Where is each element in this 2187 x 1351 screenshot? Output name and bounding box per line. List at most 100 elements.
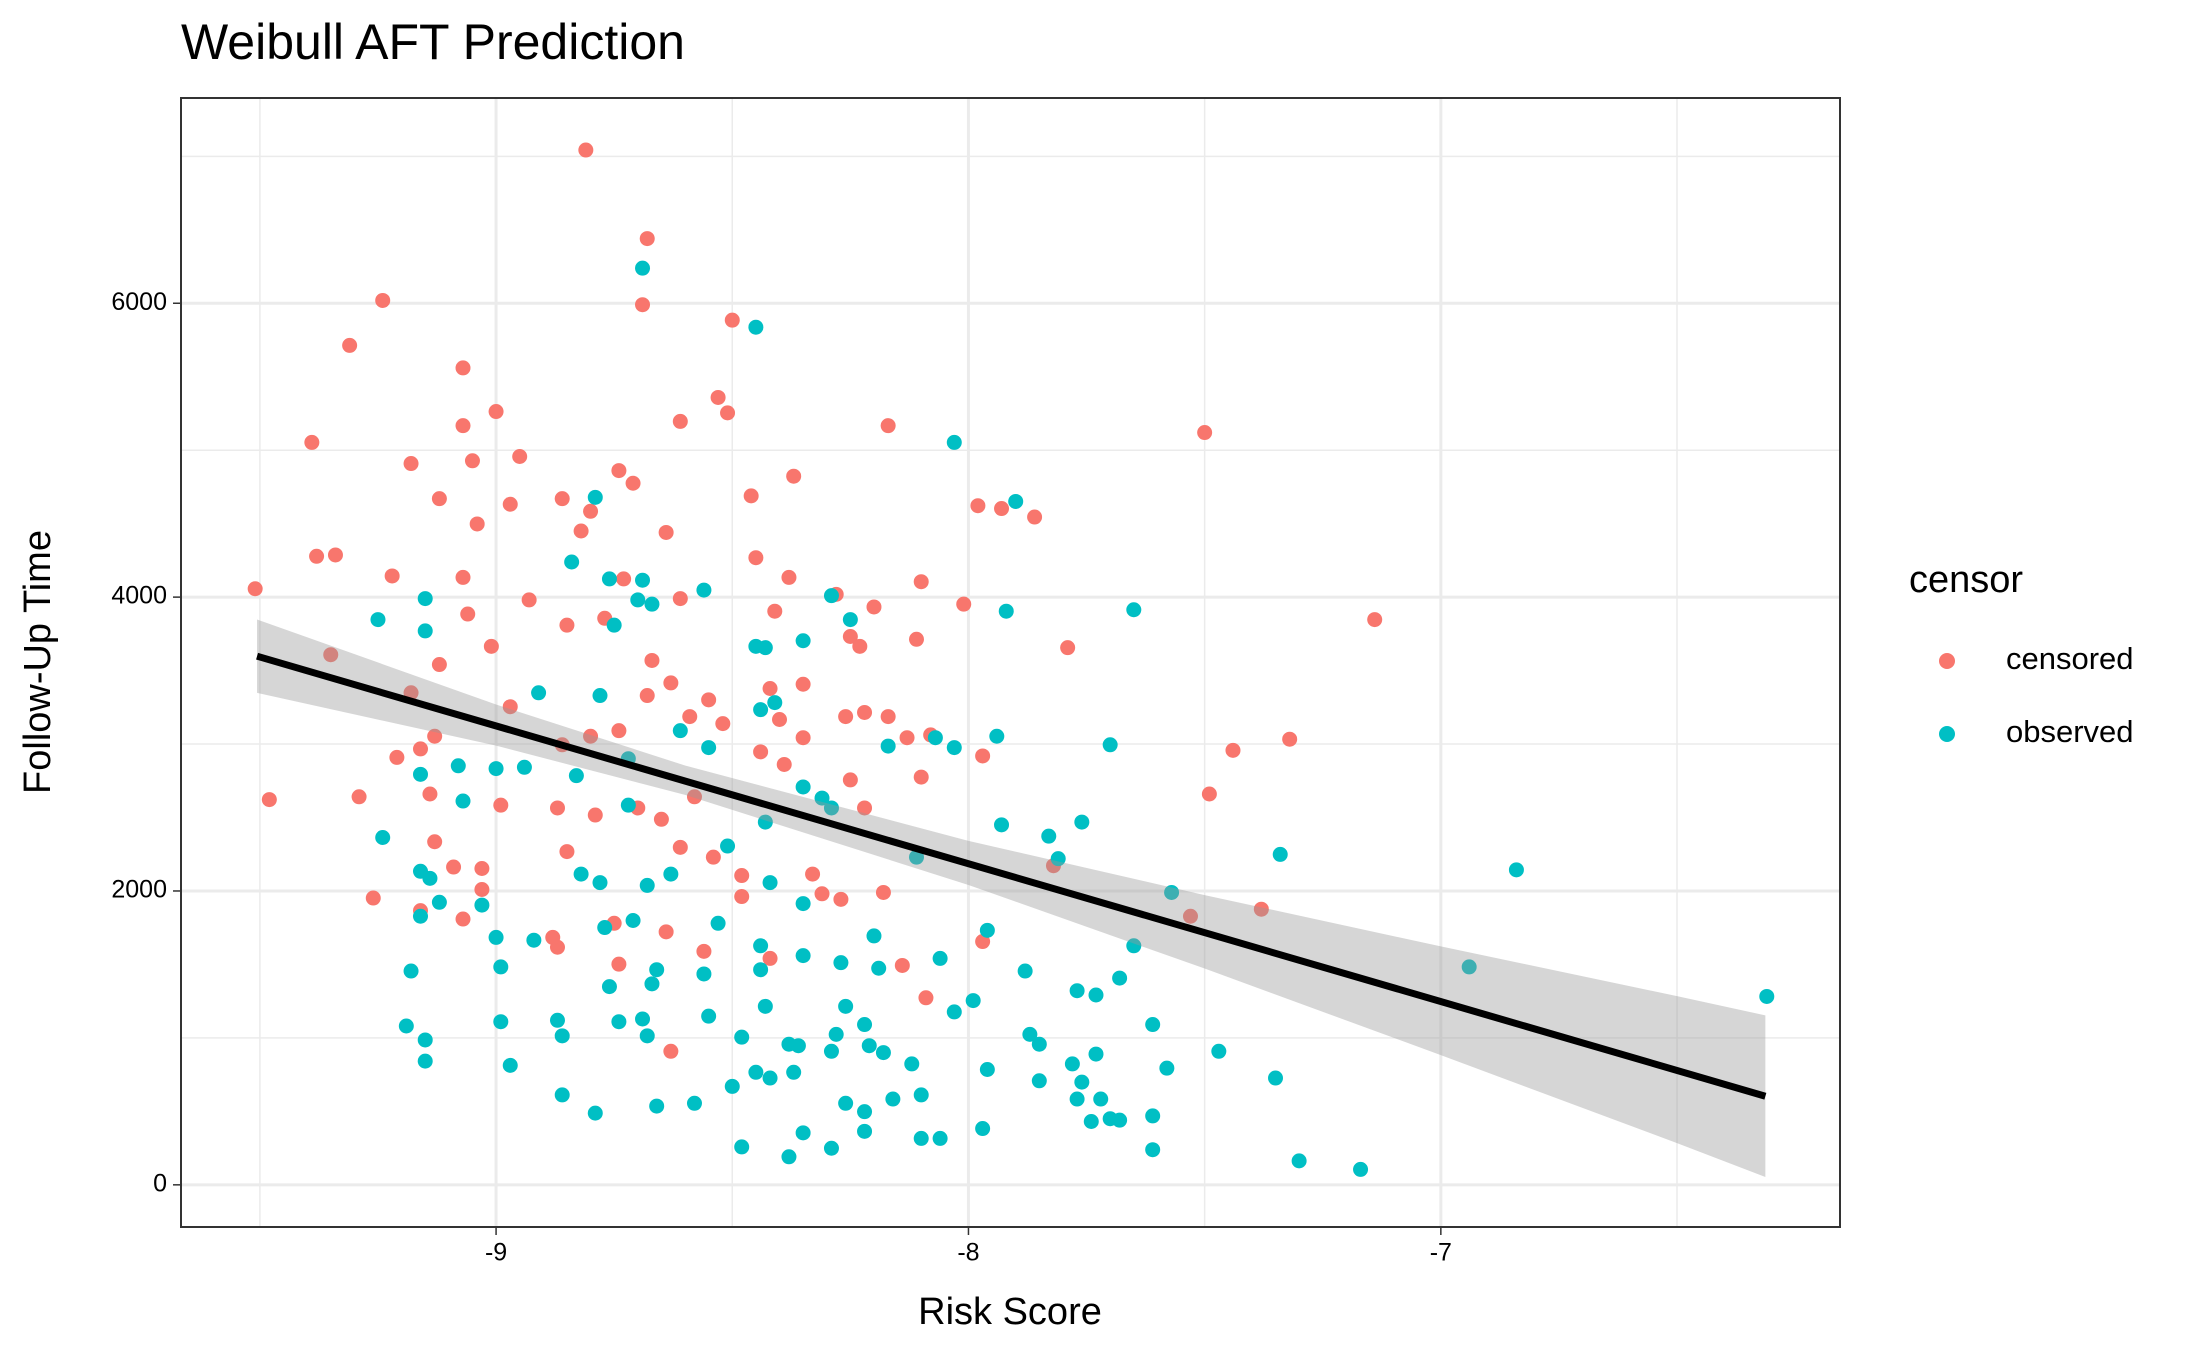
point	[559, 844, 575, 860]
point	[880, 418, 896, 434]
point	[417, 1032, 433, 1048]
point	[805, 866, 821, 882]
point	[833, 955, 849, 971]
point	[842, 628, 858, 644]
point	[696, 582, 712, 598]
point	[351, 789, 367, 805]
point	[549, 800, 565, 816]
point	[611, 723, 627, 739]
point	[762, 681, 778, 697]
point	[975, 748, 991, 764]
point	[724, 312, 740, 328]
point	[573, 866, 589, 882]
point	[493, 959, 509, 975]
point	[994, 501, 1010, 517]
point	[1164, 884, 1180, 900]
point	[823, 800, 839, 816]
point	[842, 772, 858, 788]
point	[474, 897, 490, 913]
point	[384, 568, 400, 584]
point	[639, 877, 655, 893]
point	[663, 675, 679, 691]
point	[786, 468, 802, 484]
point	[875, 884, 891, 900]
point	[323, 647, 339, 663]
point	[531, 685, 547, 701]
plot-border	[180, 97, 1841, 1228]
point	[1112, 1112, 1128, 1128]
point	[672, 839, 688, 855]
legend-key	[1939, 653, 1955, 669]
point	[899, 730, 915, 746]
point	[781, 1149, 797, 1165]
point	[913, 769, 929, 785]
point	[304, 434, 320, 450]
point	[455, 569, 471, 585]
point	[488, 929, 504, 945]
point	[431, 491, 447, 507]
point	[795, 779, 811, 795]
point	[757, 640, 773, 656]
point	[795, 948, 811, 964]
point	[512, 449, 528, 465]
y-tick-label: 6000	[111, 288, 167, 316]
point	[776, 756, 792, 772]
point	[866, 599, 882, 615]
point	[833, 891, 849, 907]
point	[857, 800, 873, 816]
point	[880, 738, 896, 754]
point	[871, 960, 887, 976]
point	[814, 886, 830, 902]
point	[1074, 1074, 1090, 1090]
point	[1083, 1114, 1099, 1130]
point	[375, 829, 391, 845]
point	[762, 875, 778, 891]
point	[398, 1018, 414, 1034]
point	[757, 998, 773, 1014]
point	[455, 360, 471, 376]
point	[1211, 1043, 1227, 1059]
point	[762, 950, 778, 966]
point	[857, 1104, 873, 1120]
point	[720, 405, 736, 421]
point	[1102, 737, 1118, 753]
point	[635, 572, 651, 588]
point	[620, 797, 636, 813]
point	[649, 962, 665, 978]
point	[455, 793, 471, 809]
point	[767, 695, 783, 711]
point	[663, 866, 679, 882]
point	[1461, 959, 1477, 975]
point	[587, 489, 603, 505]
point	[1112, 970, 1128, 986]
point	[545, 929, 561, 945]
point	[979, 1061, 995, 1077]
point	[493, 1014, 509, 1030]
point	[823, 1140, 839, 1156]
point	[913, 574, 929, 590]
point	[994, 817, 1010, 833]
point	[786, 1064, 802, 1080]
point	[389, 749, 405, 765]
point	[710, 389, 726, 405]
point	[658, 524, 674, 540]
point	[455, 418, 471, 434]
point	[1145, 1017, 1161, 1033]
fit-line	[256, 652, 1767, 1100]
point	[606, 617, 622, 633]
chart-title: Weibull AFT Prediction	[181, 14, 685, 70]
point	[753, 702, 769, 718]
point	[1291, 1153, 1307, 1169]
point	[710, 915, 726, 931]
point	[828, 1026, 844, 1042]
point	[857, 704, 873, 720]
point	[564, 554, 580, 570]
point	[946, 434, 962, 450]
point	[431, 894, 447, 910]
point	[403, 456, 419, 472]
point	[446, 859, 462, 875]
point	[772, 712, 788, 728]
point	[460, 606, 476, 622]
x-tick-label: -9	[485, 1239, 507, 1267]
point	[375, 292, 391, 308]
